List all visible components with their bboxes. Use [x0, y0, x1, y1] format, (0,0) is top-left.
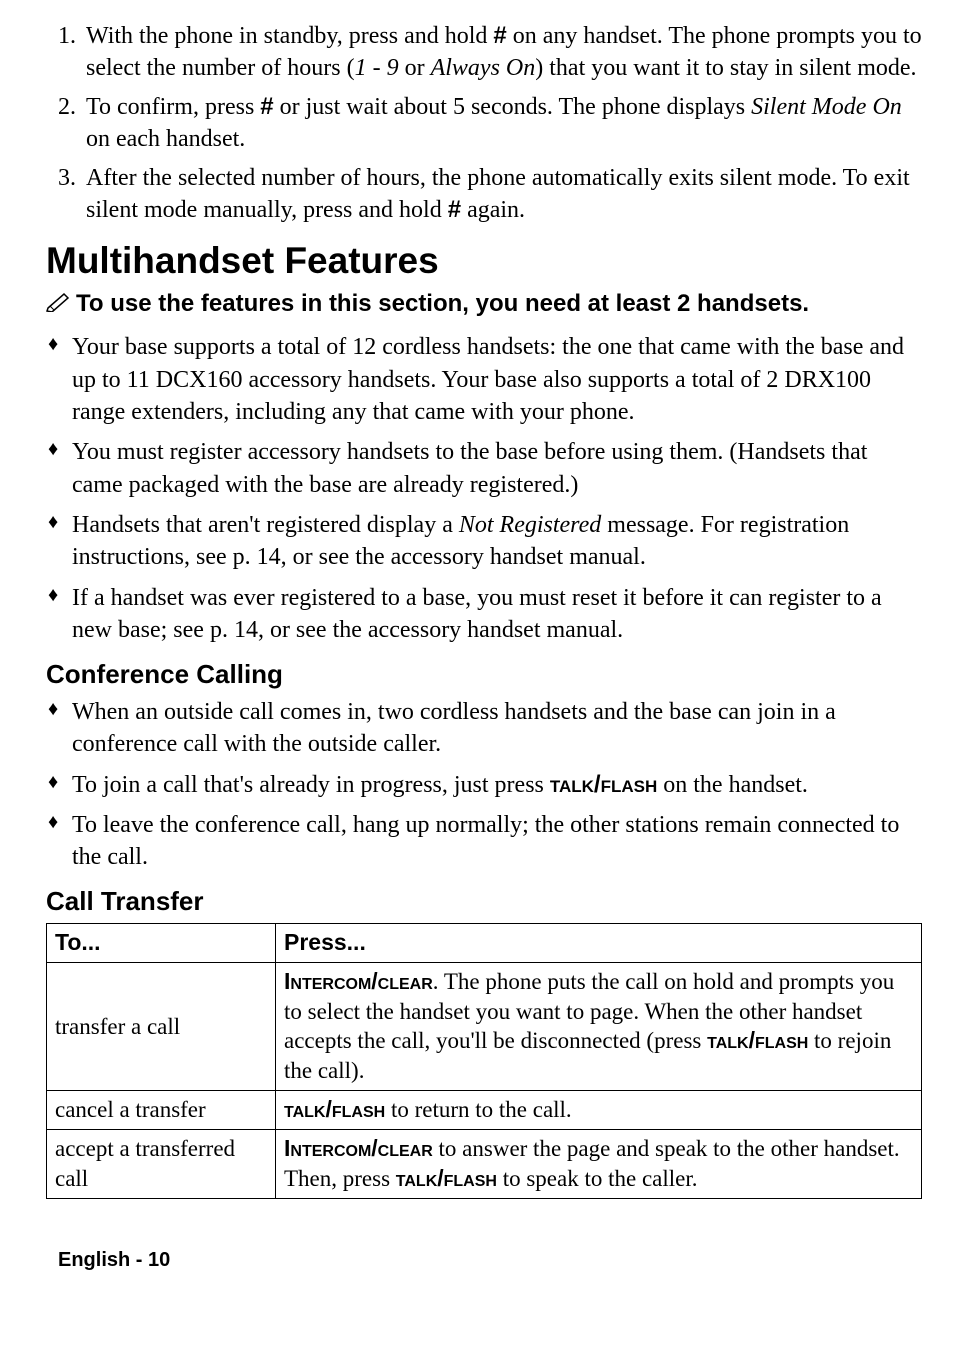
text: To confirm, press — [86, 94, 260, 120]
hash-key: # — [493, 22, 506, 49]
always-on-text: Always On — [431, 55, 536, 81]
cell-press: Intercom/clear. The phone puts the call … — [276, 962, 922, 1091]
bullet-item: If a handset was ever registered to a ba… — [72, 582, 922, 647]
text: to return to the call. — [385, 1097, 572, 1122]
text: You must register accessory handsets to … — [72, 439, 867, 497]
text: When an outside call comes in, two cordl… — [72, 699, 836, 757]
text: on the handset. — [657, 772, 808, 798]
bullet-item: To join a call that's already in progres… — [72, 769, 922, 801]
col-press: Press... — [276, 923, 922, 962]
step-2: To confirm, press # or just wait about 5… — [82, 91, 922, 156]
talk-flash-key: talk/flash — [550, 771, 657, 798]
bullet-item: Your base supports a total of 12 cordles… — [72, 331, 922, 428]
text: Your base supports a total of 12 cordles… — [72, 334, 904, 425]
col-to: To... — [47, 923, 276, 962]
conference-heading: Conference Calling — [46, 657, 922, 692]
bullet-item: Handsets that aren't registered display … — [72, 509, 922, 574]
text: To leave the conference call, hang up no… — [72, 812, 899, 870]
cell-to: cancel a transfer — [47, 1091, 276, 1130]
text: With the phone in standby, press and hol… — [86, 23, 493, 49]
note-line: To use the features in this section, you… — [46, 288, 922, 321]
bullet-item: You must register accessory handsets to … — [72, 436, 922, 501]
pencil-icon — [46, 289, 72, 321]
numbered-steps-list: With the phone in standby, press and hol… — [46, 20, 922, 226]
text: on each handset. — [86, 126, 245, 152]
table-header-row: To... Press... — [47, 923, 922, 962]
talk-flash-key: talk/flash — [707, 1027, 808, 1053]
hash-key: # — [448, 196, 461, 223]
text: To join a call that's already in progres… — [72, 772, 550, 798]
talk-flash-key: talk/flash — [396, 1165, 497, 1191]
table-row: cancel a transfer talk/flash to return t… — [47, 1091, 922, 1130]
text: ) that you want it to stay in silent mod… — [535, 55, 916, 81]
call-transfer-table: To... Press... transfer a call Intercom/… — [46, 923, 922, 1199]
call-transfer-heading: Call Transfer — [46, 884, 922, 919]
talk-flash-key: talk/flash — [284, 1096, 385, 1122]
table-row: accept a transferred call Intercom/clear… — [47, 1130, 922, 1199]
cell-press: talk/flash to return to the call. — [276, 1091, 922, 1130]
silent-mode-text: Silent Mode On — [751, 94, 902, 120]
table-row: transfer a call Intercom/clear. The phon… — [47, 962, 922, 1091]
multihandset-bullets: Your base supports a total of 12 cordles… — [46, 331, 922, 647]
text: If a handset was ever registered to a ba… — [72, 585, 882, 643]
step-1: With the phone in standby, press and hol… — [82, 20, 922, 85]
note-text: To use the features in this section, you… — [76, 290, 809, 317]
not-registered-text: Not Registered — [459, 512, 601, 538]
range-text: 1 - 9 — [355, 55, 399, 81]
text: Handsets that aren't registered display … — [72, 512, 459, 538]
hash-key: # — [260, 93, 273, 120]
bullet-item: To leave the conference call, hang up no… — [72, 809, 922, 874]
conference-bullets: When an outside call comes in, two cordl… — [46, 696, 922, 874]
intercom-clear-key: Intercom/clear — [284, 968, 433, 994]
cell-to: transfer a call — [47, 962, 276, 1091]
intercom-clear-key: Intercom/clear — [284, 1135, 433, 1161]
text: or just wait about 5 seconds. The phone … — [274, 94, 752, 120]
cell-to: accept a transferred call — [47, 1130, 276, 1199]
multihandset-heading: Multihandset Features — [46, 236, 922, 286]
page-footer: English - 10 — [46, 1247, 922, 1274]
cell-press: Intercom/clear to answer the page and sp… — [276, 1130, 922, 1199]
step-3: After the selected number of hours, the … — [82, 162, 922, 227]
text: again. — [461, 197, 525, 223]
bullet-item: When an outside call comes in, two cordl… — [72, 696, 922, 761]
text: to speak to the caller. — [497, 1166, 698, 1191]
text: or — [399, 55, 431, 81]
